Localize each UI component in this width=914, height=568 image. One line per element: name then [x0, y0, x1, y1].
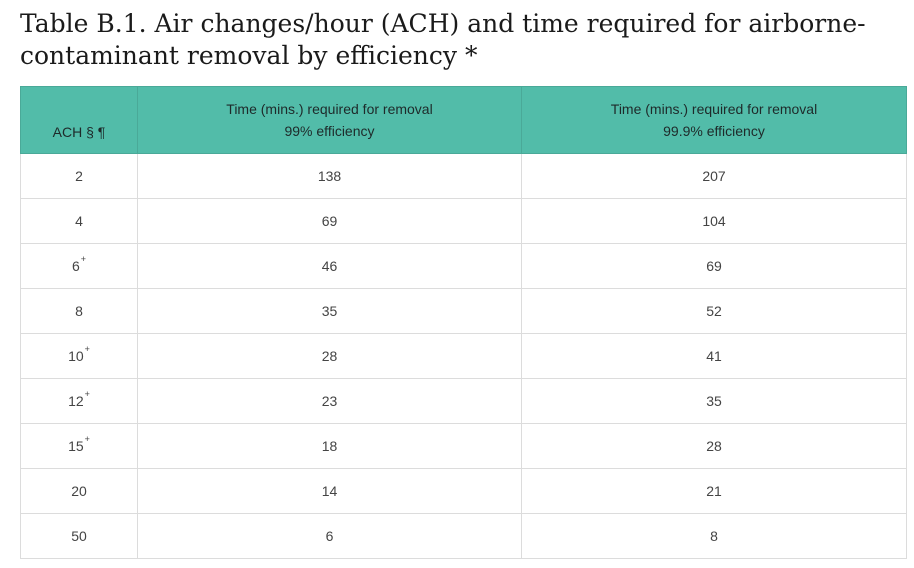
cell-ach: 6+ — [20, 243, 138, 289]
header-time-99-label: Time (mins.) required for removal — [226, 101, 433, 117]
ach-value: 15 — [68, 438, 84, 454]
header-ach: ACH § ¶ — [20, 86, 138, 154]
cell-time-99: 18 — [137, 423, 522, 469]
table-row: 4 69 104 — [20, 198, 907, 244]
cell-time-999: 52 — [521, 288, 907, 334]
ach-value: 8 — [75, 303, 83, 319]
cell-ach: 2 — [20, 153, 138, 199]
header-time-999-efficiency: 99.9% efficiency — [663, 123, 765, 139]
cell-time-99: 28 — [137, 333, 522, 379]
footnote-mark: + — [80, 254, 87, 265]
ach-value: 12 — [68, 393, 84, 409]
footnote-mark: + — [84, 434, 90, 445]
cell-time-999: 41 — [521, 333, 907, 379]
footnote-mark: + — [84, 344, 90, 355]
cell-time-999: 21 — [521, 468, 907, 514]
cell-ach: 4 — [20, 198, 138, 244]
header-time-999: Time (mins.) required for removal 99.9% … — [521, 86, 907, 154]
ach-value: 4 — [75, 213, 83, 229]
cell-time-99: 138 — [137, 153, 522, 199]
table-row: 2 138 207 — [20, 153, 907, 199]
ach-value: 50 — [71, 528, 87, 544]
cell-time-999: 104 — [521, 198, 907, 244]
cell-time-99: 6 — [137, 513, 522, 559]
cell-ach: 50 — [20, 513, 138, 559]
cell-time-999: 69 — [521, 243, 907, 289]
table-body: 2 138 207 4 69 104 6+ 46 69 8 35 52 10+ 28 41 12+ 23 35 15… — [20, 153, 907, 559]
cell-time-999: 28 — [521, 423, 907, 469]
table-title: Table B.1. Air changes/hour (ACH) and ti… — [20, 9, 866, 70]
cell-ach: 8 — [20, 288, 138, 334]
cell-time-99: 14 — [137, 468, 522, 514]
ach-value: 10 — [68, 348, 84, 364]
cell-ach: 12+ — [20, 378, 138, 424]
header-time-999-label: Time (mins.) required for removal — [610, 101, 818, 117]
table-row: 20 14 21 — [20, 468, 907, 514]
cell-time-999: 207 — [521, 153, 907, 199]
table-row: 12+ 23 35 — [20, 378, 907, 424]
ach-value: 2 — [75, 168, 83, 184]
cell-ach: 15+ — [20, 423, 138, 469]
header-time-99: Time (mins.) required for removal 99% ef… — [137, 86, 522, 154]
cell-time-999: 8 — [521, 513, 907, 559]
table-header: ACH § ¶ Time (mins.) required for remova… — [20, 86, 907, 154]
cell-time-99: 35 — [137, 288, 522, 334]
table-row: 15+ 18 28 — [20, 423, 907, 469]
cell-ach: 10+ — [20, 333, 138, 379]
cell-time-99: 46 — [137, 243, 522, 289]
table-row: 6+ 46 69 — [20, 243, 907, 289]
cell-time-99: 23 — [137, 378, 522, 424]
table-row: 8 35 52 — [20, 288, 907, 334]
ach-value: 20 — [71, 483, 87, 499]
cell-time-99: 69 — [137, 198, 522, 244]
ach-table: ACH § ¶ Time (mins.) required for remova… — [20, 86, 907, 559]
table-row: 10+ 28 41 — [20, 333, 907, 379]
footnote-mark: + — [84, 389, 90, 400]
cell-ach: 20 — [20, 468, 138, 514]
cell-time-999: 35 — [521, 378, 907, 424]
header-time-99-efficiency: 99% efficiency — [284, 123, 375, 139]
table-row: 50 6 8 — [20, 513, 907, 559]
header-row: ACH § ¶ Time (mins.) required for remova… — [20, 86, 907, 154]
ach-value: 6 — [71, 258, 80, 274]
